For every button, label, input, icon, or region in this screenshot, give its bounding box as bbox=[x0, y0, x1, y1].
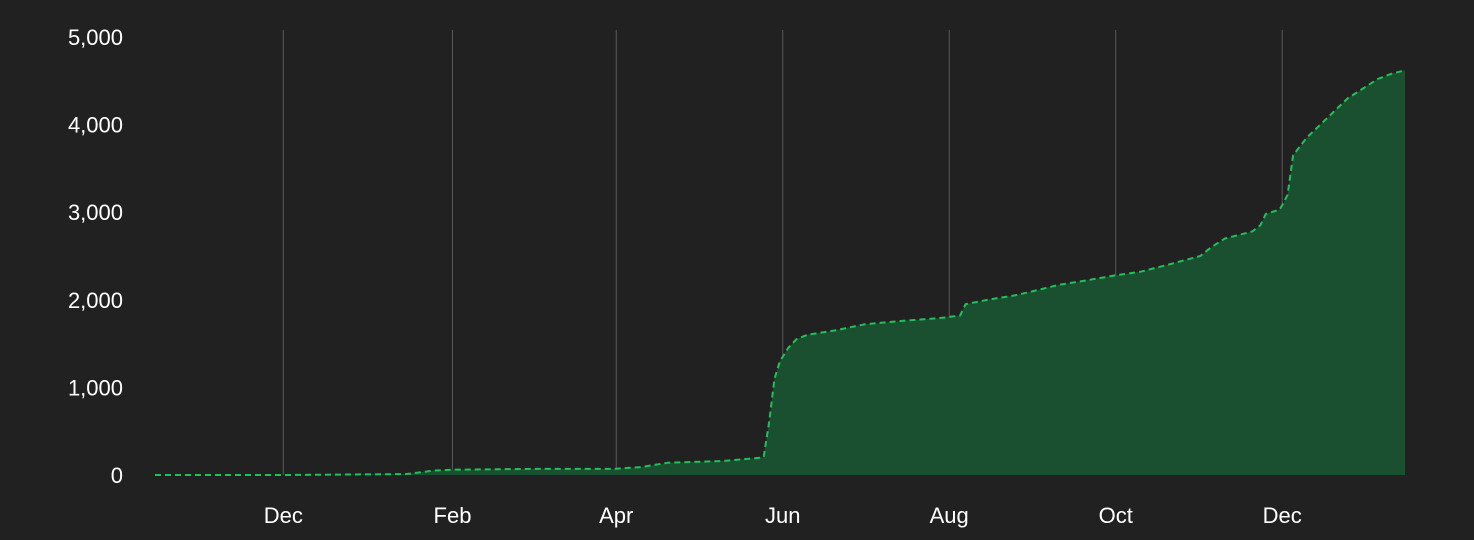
x-tick-label: Dec bbox=[1263, 503, 1302, 528]
y-tick-label: 5,000 bbox=[68, 25, 123, 50]
y-axis: 0 1,000 2,000 3,000 4,000 5,000 bbox=[68, 25, 123, 488]
y-tick-label: 0 bbox=[111, 463, 123, 488]
x-tick-label: Feb bbox=[434, 503, 472, 528]
x-axis: Dec Feb Apr Jun Aug Oct Dec bbox=[264, 503, 1302, 528]
area-fill bbox=[155, 70, 1405, 476]
x-tick-label: Oct bbox=[1099, 503, 1133, 528]
grid-layer bbox=[282, 30, 1283, 475]
series-line bbox=[155, 69, 1406, 476]
y-tick-label: 1,000 bbox=[68, 375, 123, 400]
y-tick-label: 2,000 bbox=[68, 288, 123, 313]
x-tick-label: Aug bbox=[930, 503, 969, 528]
x-tick-label: Dec bbox=[264, 503, 303, 528]
area-layer bbox=[155, 69, 1406, 476]
x-tick-label: Jun bbox=[765, 503, 800, 528]
y-tick-label: 3,000 bbox=[68, 200, 123, 225]
x-tick-label: Apr bbox=[599, 503, 633, 528]
y-tick-label: 4,000 bbox=[68, 113, 123, 138]
